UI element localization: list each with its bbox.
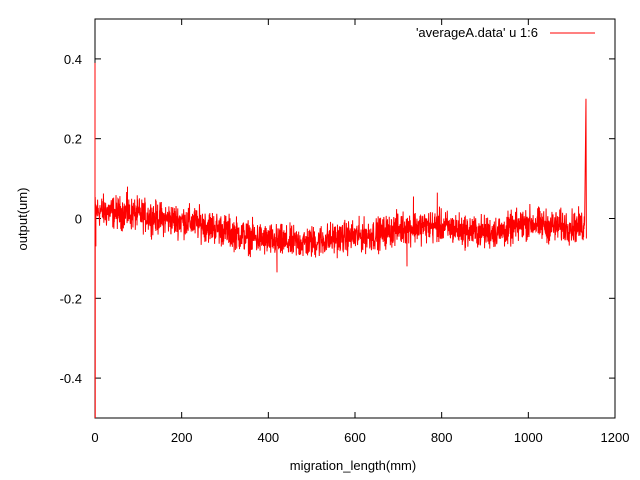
x-tick-label: 1000 xyxy=(514,430,543,445)
y-axis-label: output(um) xyxy=(15,188,30,251)
x-tick-label: 400 xyxy=(257,430,279,445)
x-tick-label: 600 xyxy=(344,430,366,445)
y-tick-label: 0.2 xyxy=(64,132,82,147)
series-line xyxy=(94,62,587,419)
legend-entry-label: 'averageA.data' u 1:6 xyxy=(416,25,538,40)
y-tick-label: -0.4 xyxy=(60,371,82,386)
legend: 'averageA.data' u 1:6 xyxy=(416,25,595,40)
y-tick-label: 0.4 xyxy=(64,52,82,67)
y-tick-label: -0.2 xyxy=(60,291,82,306)
x-tick-label: 1200 xyxy=(601,430,630,445)
tick-labels: 0 200 400 600 800 1000 1200 -0.4 -0.2 0 0.2 0.4 xyxy=(60,52,630,445)
x-axis-label: migration_length(mm) xyxy=(290,458,416,473)
y-tick-label: 0 xyxy=(75,212,82,227)
x-tick-label: 800 xyxy=(431,430,453,445)
x-tick-label: 200 xyxy=(171,430,193,445)
x-tick-label: 0 xyxy=(91,430,98,445)
series-layer xyxy=(94,62,587,419)
tick-marks xyxy=(94,19,616,418)
